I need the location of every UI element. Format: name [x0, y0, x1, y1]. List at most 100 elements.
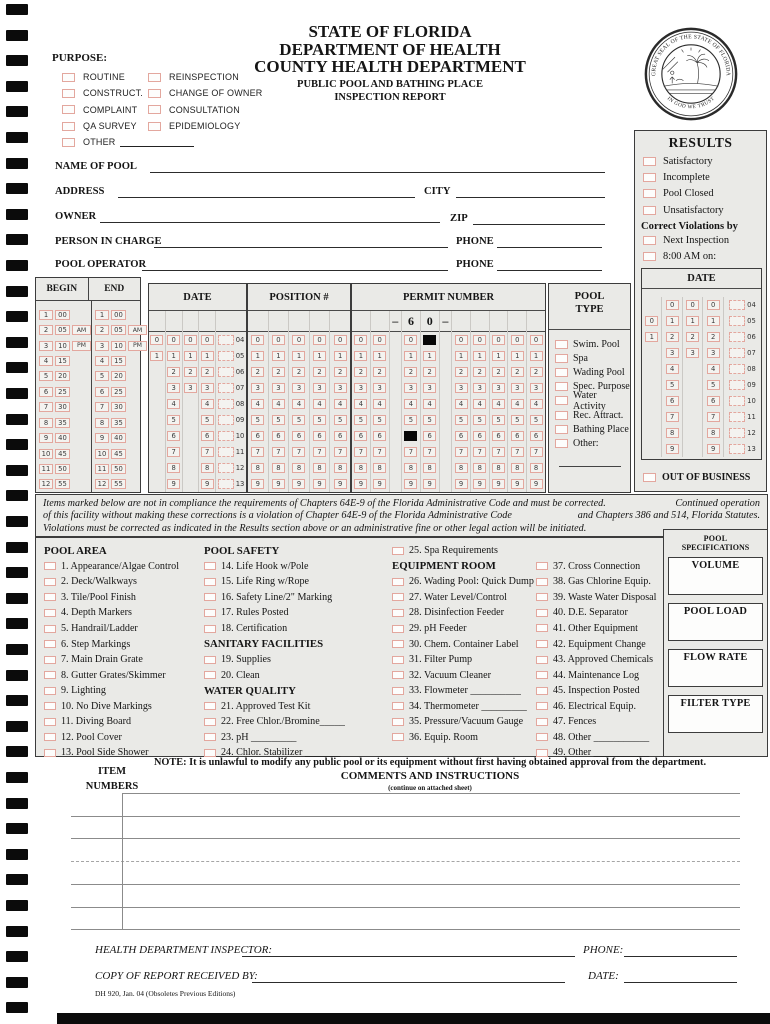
digit-bubble[interactable]: 4: [665, 364, 679, 374]
comment-rule-line[interactable]: [71, 929, 740, 931]
digit-bubble[interactable]: 0: [645, 316, 659, 326]
digit-bubble[interactable]: 5: [473, 415, 487, 425]
checkbox[interactable]: [392, 733, 404, 742]
checkbox[interactable]: [392, 655, 404, 664]
digit-bubble[interactable]: 4: [529, 399, 543, 409]
checkbox[interactable]: [204, 748, 216, 757]
checkbox[interactable]: [204, 608, 216, 617]
digit-bubble[interactable]: 8: [271, 463, 285, 473]
checkbox[interactable]: [148, 105, 161, 115]
digit-bubble[interactable]: 4: [473, 399, 487, 409]
digit-bubble[interactable]: 9: [404, 479, 418, 489]
zip-line[interactable]: [473, 224, 605, 225]
digit-bubble[interactable]: 4: [200, 399, 214, 409]
digit-bubble[interactable]: 3: [423, 383, 437, 393]
minute-bubble[interactable]: 50: [111, 463, 126, 474]
comment-rule-line[interactable]: [71, 838, 740, 840]
hour-bubble[interactable]: 2: [39, 325, 53, 336]
digit-bubble[interactable]: 2: [167, 367, 181, 377]
digit-bubble[interactable]: 8: [313, 463, 327, 473]
digit-bubble[interactable]: 3: [686, 348, 700, 358]
checkbox[interactable]: [62, 72, 75, 82]
checkbox[interactable]: [62, 137, 75, 147]
digit-bubble[interactable]: 1: [706, 316, 720, 326]
digit-bubble[interactable]: 9: [292, 479, 306, 489]
minute-bubble[interactable]: 20: [111, 371, 126, 382]
digit-bubble[interactable]: 6: [492, 431, 506, 441]
digit-bubble[interactable]: 0: [665, 300, 679, 310]
checkbox[interactable]: [643, 189, 656, 199]
hour-bubble[interactable]: 9: [39, 433, 53, 444]
digit-bubble[interactable]: 9: [529, 479, 543, 489]
digit-bubble[interactable]: 5: [510, 415, 524, 425]
hour-bubble[interactable]: 4: [95, 355, 109, 366]
checkbox[interactable]: [536, 562, 548, 571]
minute-bubble[interactable]: 40: [111, 433, 126, 444]
checkbox[interactable]: [392, 624, 404, 633]
year-bubble[interactable]: [729, 380, 746, 390]
digit-bubble[interactable]: 4: [271, 399, 285, 409]
year-bubble[interactable]: [729, 300, 746, 310]
checkbox[interactable]: [204, 562, 216, 571]
minute-bubble[interactable]: 45: [111, 448, 126, 459]
checkbox[interactable]: [44, 702, 56, 711]
digit-bubble[interactable]: 5: [706, 380, 720, 390]
checkbox[interactable]: [204, 671, 216, 680]
digit-bubble[interactable]: 9: [354, 479, 368, 489]
digit-bubble[interactable]: 4: [292, 399, 306, 409]
digit-bubble[interactable]: 5: [373, 415, 387, 425]
digit-bubble[interactable]: 6: [423, 431, 437, 441]
digit-bubble[interactable]: 9: [313, 479, 327, 489]
digit-bubble[interactable]: 0: [454, 335, 468, 345]
digit-bubble[interactable]: 6: [292, 431, 306, 441]
digit-bubble[interactable]: 2: [271, 367, 285, 377]
digit-bubble[interactable]: 9: [665, 444, 679, 454]
digit-bubble[interactable]: 6: [473, 431, 487, 441]
digit-bubble[interactable]: 6: [333, 431, 347, 441]
digit-bubble[interactable]: 2: [510, 367, 524, 377]
digit-bubble[interactable]: 3: [354, 383, 368, 393]
minute-bubble[interactable]: 25: [55, 386, 70, 397]
hour-bubble[interactable]: 7: [95, 402, 109, 413]
minute-bubble[interactable]: 35: [55, 417, 70, 428]
digit-bubble[interactable]: 6: [529, 431, 543, 441]
digit-bubble[interactable]: 4: [167, 399, 181, 409]
digit-bubble[interactable]: 7: [167, 447, 181, 457]
checkbox[interactable]: [555, 410, 568, 420]
comment-rule-line[interactable]: [71, 815, 740, 817]
digit-bubble[interactable]: 2: [251, 367, 265, 377]
checkbox[interactable]: [643, 252, 656, 262]
checkbox[interactable]: [392, 671, 404, 680]
digit-bubble[interactable]: 3: [510, 383, 524, 393]
minute-bubble[interactable]: 05: [111, 325, 126, 336]
digit-bubble[interactable]: 4: [423, 399, 437, 409]
digit-bubble[interactable]: 5: [271, 415, 285, 425]
digit-bubble[interactable]: 1: [271, 351, 285, 361]
digit-bubble[interactable]: 6: [200, 431, 214, 441]
year-bubble[interactable]: [217, 479, 234, 489]
digit-bubble[interactable]: 4: [454, 399, 468, 409]
ampm-bubble[interactable]: AM: [128, 325, 147, 336]
digit-bubble[interactable]: 0: [251, 335, 265, 345]
digit-bubble[interactable]: 7: [454, 447, 468, 457]
digit-bubble[interactable]: 6: [404, 431, 418, 441]
digit-bubble[interactable]: 6: [167, 431, 181, 441]
checkbox[interactable]: [204, 624, 216, 633]
digit-bubble[interactable]: 1: [200, 351, 214, 361]
digit-bubble[interactable]: 5: [423, 415, 437, 425]
checkbox[interactable]: [204, 717, 216, 726]
checkbox[interactable]: [392, 608, 404, 617]
checkbox[interactable]: [44, 748, 56, 757]
digit-bubble[interactable]: 4: [706, 364, 720, 374]
hour-bubble[interactable]: 5: [95, 371, 109, 382]
digit-bubble[interactable]: 7: [665, 412, 679, 422]
digit-bubble[interactable]: 7: [271, 447, 285, 457]
digit-bubble[interactable]: 5: [454, 415, 468, 425]
checkbox[interactable]: [536, 640, 548, 648]
digit-bubble[interactable]: 0: [510, 335, 524, 345]
digit-bubble[interactable]: 2: [706, 332, 720, 342]
digit-bubble[interactable]: 9: [167, 479, 181, 489]
digit-bubble[interactable]: 5: [313, 415, 327, 425]
digit-bubble[interactable]: 8: [529, 463, 543, 473]
digit-bubble[interactable]: 3: [313, 383, 327, 393]
